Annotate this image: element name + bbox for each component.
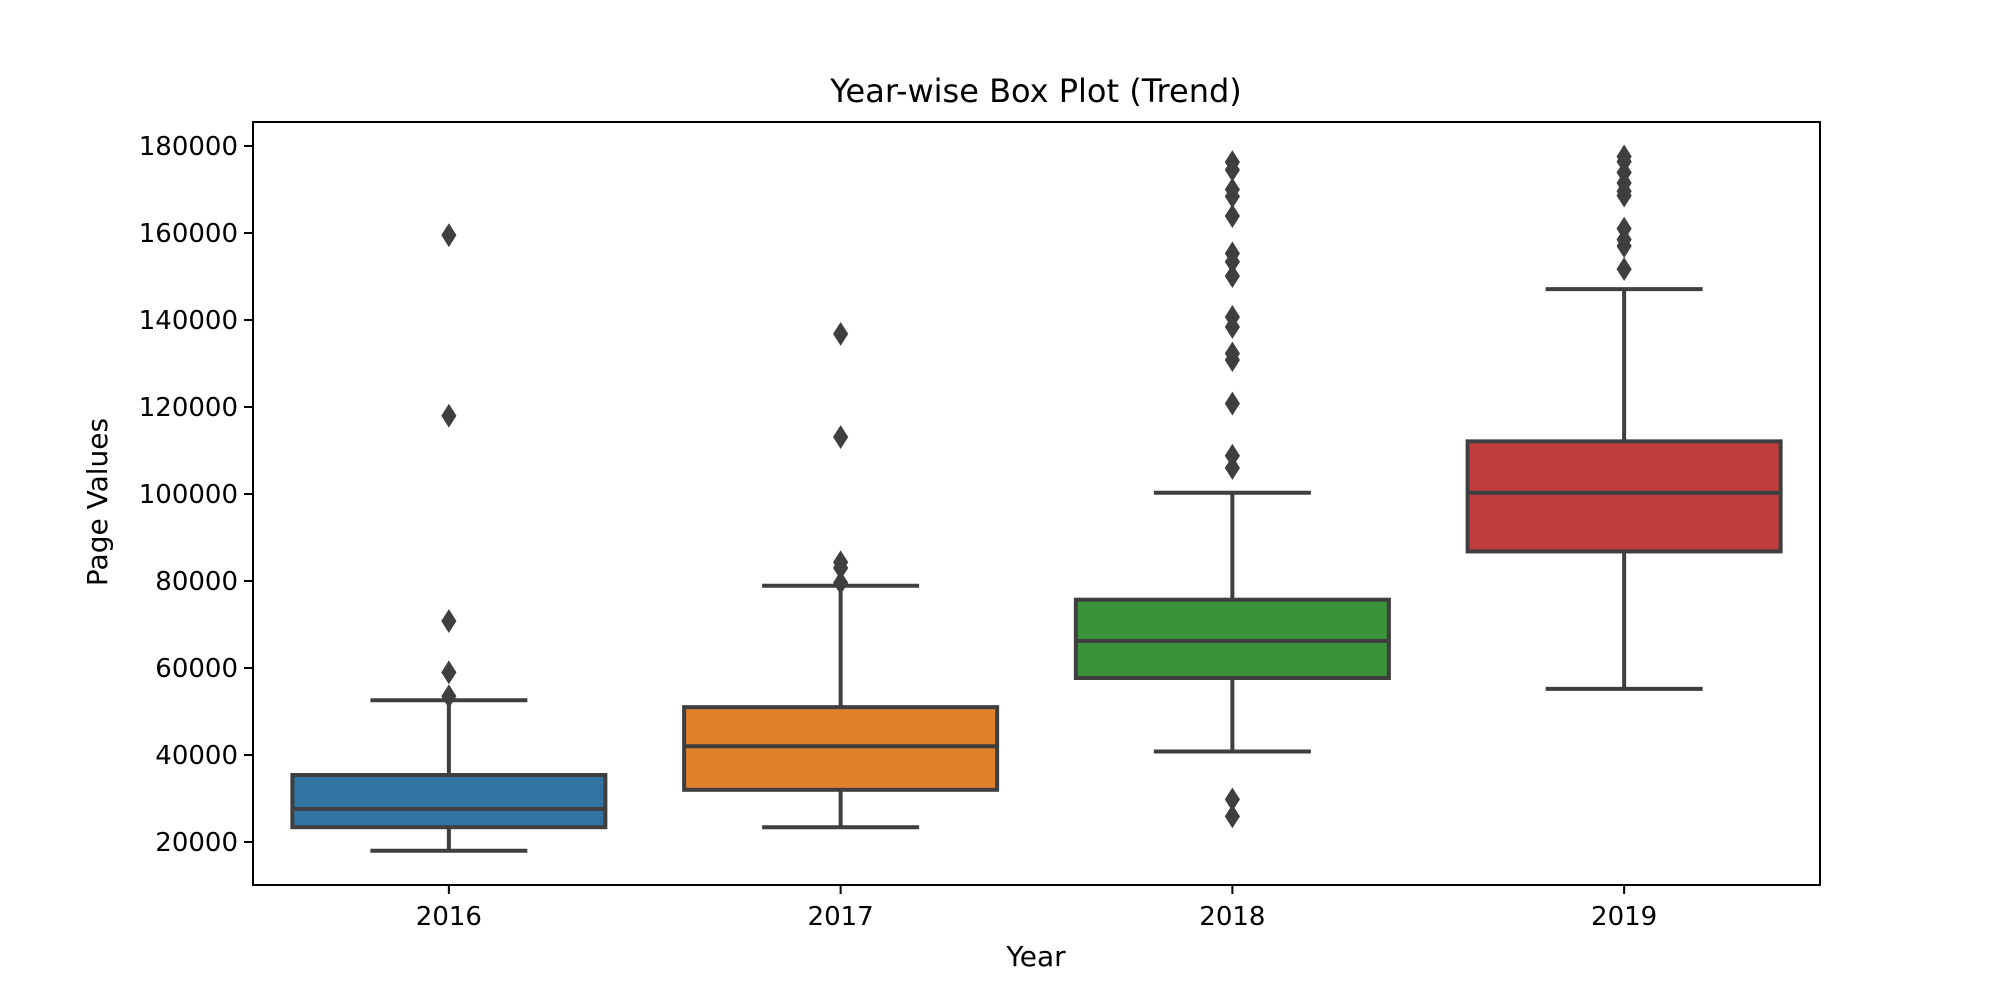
box-2018 <box>1073 150 1391 829</box>
y-tick-label: 120000 <box>139 393 238 423</box>
outlier-point <box>441 223 457 248</box>
outlier-point <box>1616 216 1632 241</box>
outlier-point <box>1224 305 1240 329</box>
y-tick-label: 100000 <box>139 480 238 510</box>
outlier-point <box>833 570 849 595</box>
x-axis-title: Year <box>1005 940 1066 973</box>
y-tick-label: 160000 <box>139 219 238 249</box>
x-axis: 2016 2017 2018 2019 <box>416 885 1657 932</box>
x-tick-label: 2017 <box>808 902 874 932</box>
outlier-point <box>833 321 849 346</box>
outlier-point <box>441 403 457 428</box>
outlier-point <box>441 684 457 709</box>
plot-area <box>290 144 1783 853</box>
outlier-point <box>1224 391 1240 416</box>
outlier-point <box>1224 150 1240 175</box>
outlier-point <box>441 660 457 685</box>
y-tick-label: 20000 <box>155 828 238 858</box>
outlier-point <box>441 609 457 633</box>
outlier-point <box>833 550 849 575</box>
plot-frame <box>252 121 1821 886</box>
y-tick-label: 180000 <box>139 132 238 162</box>
outlier-point <box>1224 177 1240 202</box>
y-axis: 20000 40000 60000 80000 100000 120000 140000 16… <box>139 132 253 858</box>
iqr-box <box>1465 439 1783 554</box>
outlier-point <box>1224 341 1240 366</box>
outlier-point <box>833 425 849 449</box>
box-2019 <box>1465 144 1783 691</box>
y-tick-label: 40000 <box>155 741 238 771</box>
y-axis-title: Page Values <box>81 418 114 586</box>
outlier-point <box>1224 804 1240 829</box>
iqr-box <box>290 773 608 830</box>
chart-title: Year-wise Box Plot (Trend) <box>829 72 1242 110</box>
y-tick-label: 140000 <box>139 306 238 336</box>
outlier-point <box>1616 257 1632 282</box>
outlier-point <box>1224 787 1240 812</box>
x-tick-label: 2018 <box>1199 902 1265 932</box>
y-tick-label: 80000 <box>155 567 238 597</box>
outlier-point <box>1224 443 1240 468</box>
box-2016 <box>290 223 608 853</box>
outlier-point <box>1224 455 1240 480</box>
outlier-point <box>1224 204 1240 228</box>
iqr-box <box>682 705 1000 792</box>
y-tick-label: 60000 <box>155 654 238 684</box>
x-tick-label: 2016 <box>416 902 482 932</box>
outlier-point <box>1616 144 1632 169</box>
box-2017 <box>682 321 1000 830</box>
outlier-point <box>1224 264 1240 288</box>
iqr-box <box>1073 597 1391 681</box>
x-tick-label: 2019 <box>1591 902 1657 932</box>
outlier-point <box>1224 241 1240 266</box>
